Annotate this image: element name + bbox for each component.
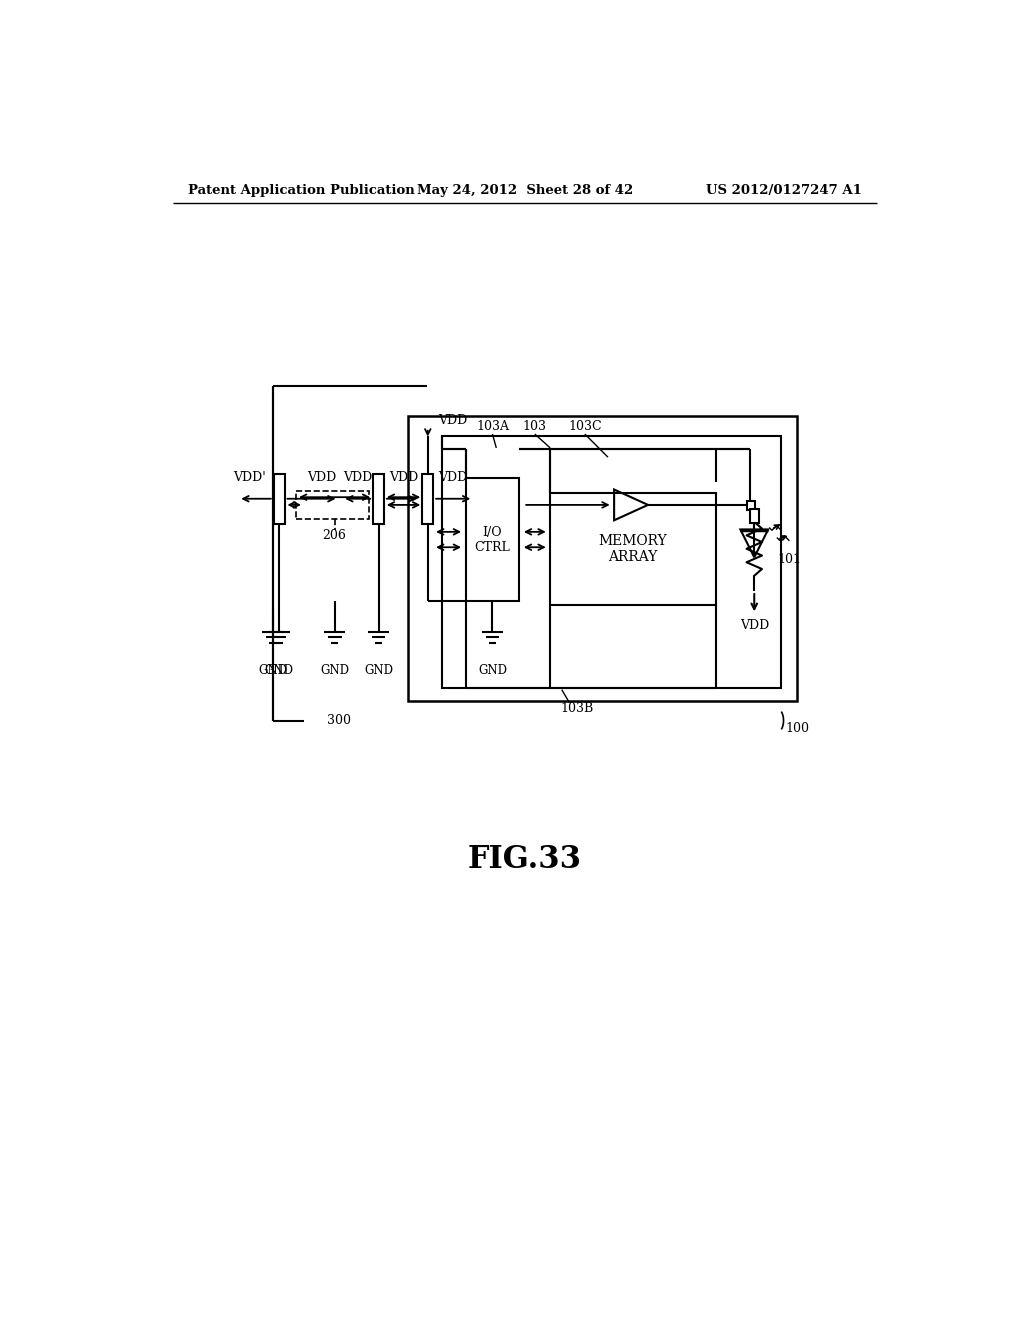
Text: I/O
CTRL: I/O CTRL [474,525,510,553]
Text: 101: 101 [777,553,802,566]
Text: 100: 100 [785,722,809,735]
Text: GND: GND [258,664,288,677]
Text: VDD': VDD' [233,471,266,484]
Bar [296,491,370,519]
Bar [442,436,781,688]
Text: MEMORY
ARRAY: MEMORY ARRAY [599,535,668,564]
Text: 206: 206 [323,529,346,543]
Bar [408,416,797,701]
Text: VDD: VDD [438,471,467,484]
Text: VDD: VDD [389,471,419,484]
Text: GND: GND [364,664,393,677]
Bar [750,508,759,523]
Text: VDD: VDD [438,413,467,426]
Bar [422,474,433,524]
Text: GND: GND [264,664,294,677]
Text: GND: GND [321,664,349,677]
Text: VDD: VDD [343,471,373,484]
Text: 103B: 103B [560,702,594,715]
Bar [273,474,285,524]
Text: VDD: VDD [307,471,336,484]
Bar [550,494,716,605]
Text: FIG.33: FIG.33 [468,843,582,875]
Text: May 24, 2012  Sheet 28 of 42: May 24, 2012 Sheet 28 of 42 [417,185,633,197]
Text: 300: 300 [327,714,351,727]
Text: GND: GND [478,664,507,677]
Bar [746,502,755,510]
Text: US 2012/0127247 A1: US 2012/0127247 A1 [707,185,862,197]
Text: 103: 103 [523,420,547,433]
Text: VDD: VDD [739,619,769,632]
Text: Patent Application Publication: Patent Application Publication [188,185,415,197]
Bar [373,474,384,524]
Text: 103C: 103C [568,420,602,433]
Text: 103A: 103A [476,420,509,433]
Bar [466,478,519,601]
